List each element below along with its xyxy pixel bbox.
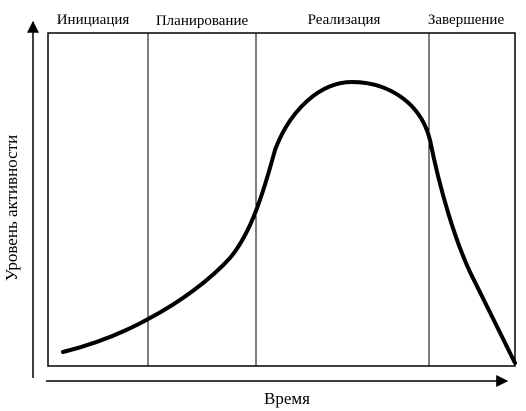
phase-label-execution: Реализация	[308, 12, 381, 28]
activity-curve	[61, 80, 517, 365]
phase-label-closure: Завершение	[428, 12, 505, 28]
y-axis-label: Уровень активности	[2, 135, 21, 281]
phase-label-initiation: Инициация	[57, 12, 130, 28]
phase-label-planning: Планирование	[156, 13, 249, 29]
x-axis-label: Время	[264, 389, 310, 408]
plot-frame	[47, 32, 516, 367]
